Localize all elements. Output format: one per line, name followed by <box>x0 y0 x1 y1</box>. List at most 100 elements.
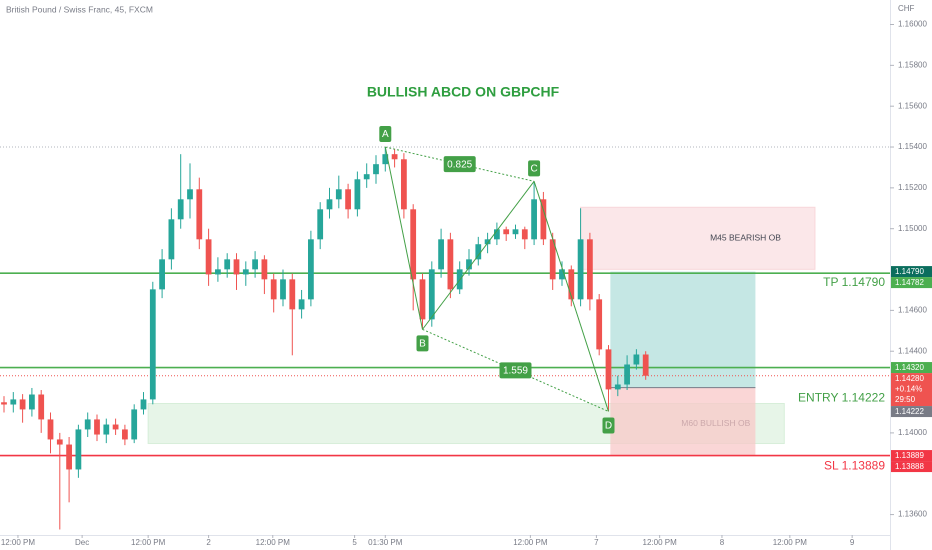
entry-label: ENTRY 1.14222 <box>798 391 885 405</box>
price-badge <box>891 450 932 462</box>
pattern-point-label: A <box>382 129 389 140</box>
y-tick-label: 1.14000 <box>898 428 927 437</box>
badges-layer: 1.14790 1.14782 1.14320 1.14280 +0.14%29:50 1… <box>891 266 932 473</box>
x-tick-label: 01:30 PM <box>368 538 403 547</box>
x-tick-label: Dec <box>75 538 89 547</box>
candle-body <box>289 279 296 310</box>
candle-body <box>270 279 277 300</box>
candle-body <box>382 154 389 165</box>
candle-body <box>112 424 119 430</box>
candle-body <box>149 289 156 400</box>
y-tick-label: 1.14400 <box>898 346 927 355</box>
candle-body <box>447 239 454 290</box>
y-tick-label: 1.15800 <box>898 60 927 69</box>
price-badge-label: 1.14782 <box>895 278 924 287</box>
order-block <box>580 206 816 270</box>
candle-body <box>419 279 426 320</box>
last-price-change: +0.14% <box>895 385 922 394</box>
last-price-badge <box>891 373 932 407</box>
price-badge <box>891 362 932 374</box>
candle-body <box>568 269 575 300</box>
candle-body <box>140 399 147 410</box>
candle-body <box>66 444 72 470</box>
candle-body <box>75 429 82 470</box>
y-tick-label: 1.15000 <box>898 224 927 233</box>
y-tick-label: 1.16000 <box>898 20 927 29</box>
candle-body <box>391 154 398 160</box>
candle-body <box>475 244 482 260</box>
candle-body <box>38 394 45 420</box>
stop-area <box>610 387 756 456</box>
candle-body <box>261 259 268 280</box>
pattern-point-label: B <box>419 339 426 350</box>
x-tick-label: 8 <box>720 538 725 547</box>
candle-body <box>215 269 221 275</box>
candle-body <box>633 354 640 365</box>
last-price-label: 1.14280 <box>895 374 924 383</box>
pattern-leg <box>533 181 609 412</box>
x-tick-label: 12:00 PM <box>1 538 36 547</box>
candle-body <box>587 239 593 300</box>
candle-body <box>577 239 584 300</box>
symbol-header: British Pound / Swiss Franc, 45, FXCM <box>6 4 153 14</box>
bar-countdown: 29:50 <box>895 395 916 404</box>
candle-body <box>1 402 7 405</box>
candle-body <box>531 199 537 240</box>
candle-body <box>642 354 649 376</box>
levels-layer: TP 1.14790 ENTRY 1.14222 SL 1.13889 <box>0 146 890 473</box>
candles-layer <box>1 147 649 530</box>
candle-body <box>559 269 565 280</box>
candle-body <box>466 259 472 270</box>
candle-body <box>624 364 630 385</box>
candle-body <box>103 424 110 435</box>
candle-body <box>242 269 249 275</box>
tp-label: TP 1.14790 <box>823 275 885 289</box>
candle-body <box>484 239 491 245</box>
candle-body <box>438 239 444 270</box>
candle-body <box>605 349 612 390</box>
candle-body <box>512 229 519 235</box>
candle-body <box>84 419 91 430</box>
candle-body <box>308 239 314 300</box>
candle-body <box>345 189 351 210</box>
x-tick-label: 12:00 PM <box>513 538 548 547</box>
pattern-point <box>528 160 541 177</box>
candle-body <box>298 299 305 310</box>
candle-body <box>373 164 379 175</box>
candle-body <box>521 229 528 240</box>
candle-body <box>168 219 175 260</box>
price-badge-label: 1.14320 <box>895 363 924 372</box>
candle-body <box>549 239 556 280</box>
x-tick-label: 7 <box>594 538 599 547</box>
y-tick-label: 1.15600 <box>898 101 927 110</box>
candle-body <box>233 259 240 275</box>
candle-body <box>335 189 342 200</box>
candle-body <box>56 439 63 445</box>
pattern-point <box>379 126 392 143</box>
candle-body <box>187 189 193 200</box>
price-badge <box>891 266 932 278</box>
candle-body <box>122 429 128 440</box>
chart-title: BULLISH ABCD ON GBPCHF <box>367 84 560 100</box>
ratio-label: 0.825 <box>447 159 472 170</box>
y-tick-label: 1.13600 <box>898 510 927 519</box>
candle-body <box>252 259 258 270</box>
candle-body <box>494 229 500 240</box>
candle-body <box>19 399 26 410</box>
ratio-label: 1.559 <box>503 366 528 377</box>
price-badge-label: 1.14222 <box>895 407 924 416</box>
pattern-point <box>416 335 429 352</box>
pattern-point-label: D <box>605 421 612 432</box>
pattern-layer: 0.825 1.559 A B C D <box>379 126 615 434</box>
candle-body <box>540 199 547 240</box>
y-tick-label: 1.14600 <box>898 305 927 314</box>
x-tick-label: 12:00 PM <box>131 538 166 547</box>
candle-body <box>29 394 35 410</box>
candle-body <box>410 209 417 280</box>
candle-body <box>363 174 370 180</box>
axis-unit: CHF <box>898 4 915 13</box>
price-badge-label: 1.14790 <box>895 267 924 276</box>
